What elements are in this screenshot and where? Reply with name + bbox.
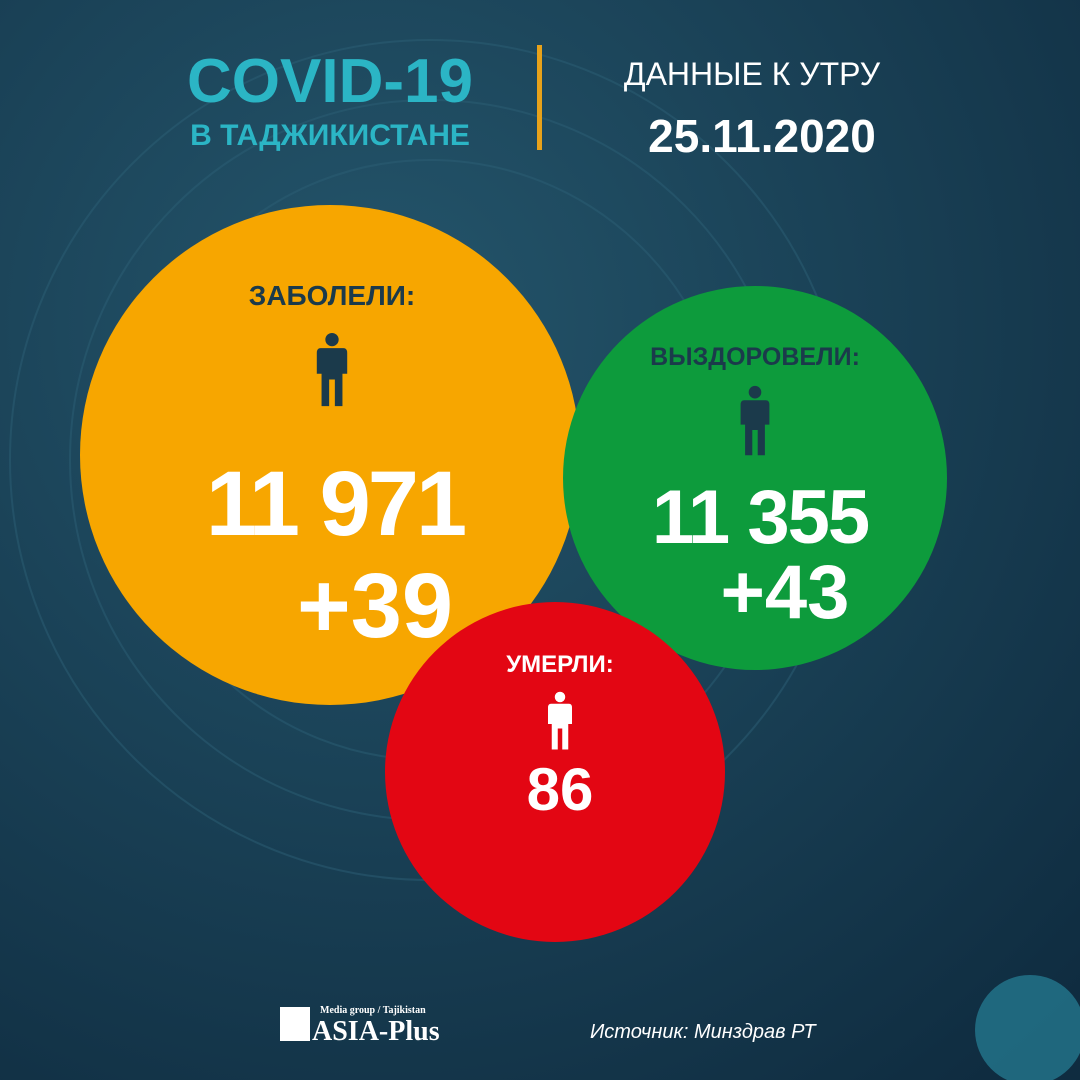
- title: COVID-19: [187, 47, 473, 116]
- subtitle: В ТАДЖИКИСТАНЕ: [190, 119, 470, 152]
- source: Источник: Минздрав РТ: [590, 1021, 817, 1043]
- brand: ASIA-Plus: [312, 1016, 440, 1047]
- deaths-total: 86: [527, 756, 594, 823]
- recovered-total: 11 355: [652, 475, 869, 560]
- virus-decoration: [975, 975, 1080, 1080]
- date-label: ДАННЫЕ К УТРУ: [624, 56, 881, 92]
- recovered-circle: [563, 286, 947, 670]
- deaths-label: УМЕРЛИ:: [506, 651, 614, 678]
- deaths-circle: [385, 602, 725, 942]
- brand-logo: [280, 1007, 310, 1041]
- cases-change: +39: [297, 555, 453, 657]
- cases-total: 11 971: [206, 453, 465, 555]
- recovered-label: ВЫЗДОРОВЕЛИ:: [650, 343, 860, 371]
- cases-circle: [80, 205, 580, 705]
- date: 25.11.2020: [648, 110, 876, 162]
- cases-label: ЗАБОЛЕЛИ:: [249, 280, 415, 311]
- brand-tagline: Media group / Tajikistan: [320, 1005, 426, 1016]
- divider: [537, 45, 542, 150]
- recovered-change: +43: [721, 550, 850, 635]
